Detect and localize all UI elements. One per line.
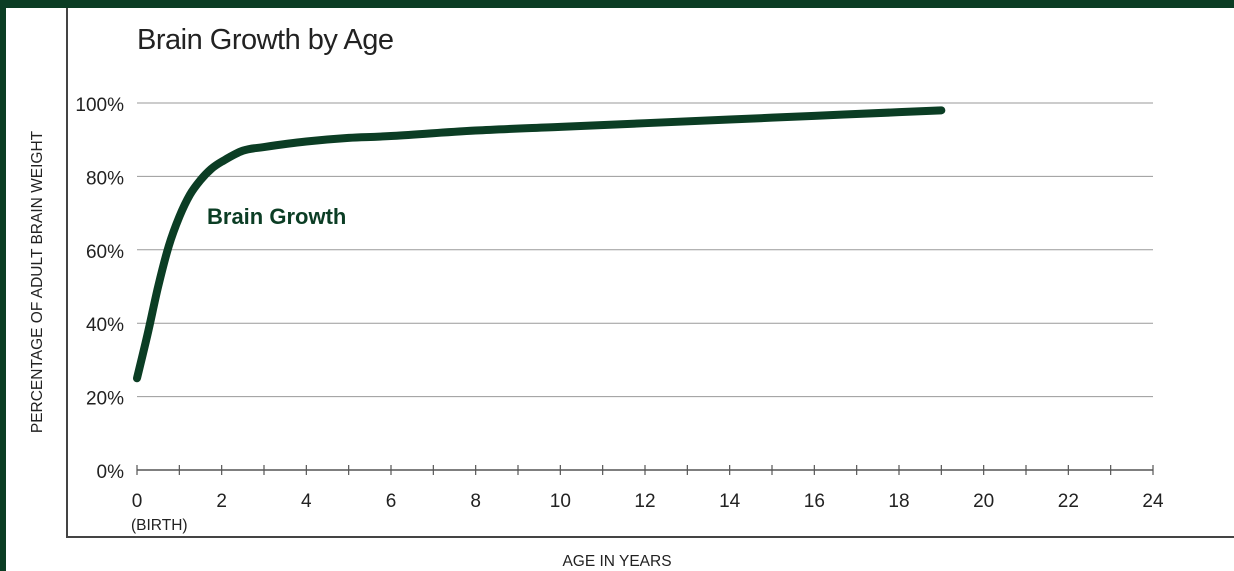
x-tick-label: 10 xyxy=(550,491,571,512)
y-tick-label: 80% xyxy=(86,168,124,189)
y-tick-label: 0% xyxy=(97,462,125,483)
x-tick-label: 24 xyxy=(1142,491,1164,512)
x-tick-label: 8 xyxy=(470,491,481,512)
x-tick-label: 2 xyxy=(216,491,227,512)
top-accent-bar xyxy=(0,0,1234,8)
y-tick-label: 20% xyxy=(86,389,124,410)
x-tick-label: 18 xyxy=(888,491,909,512)
plot-frame xyxy=(66,8,1234,538)
x-tick-label: 6 xyxy=(386,491,397,512)
left-accent-border xyxy=(0,0,6,571)
x-tick-label: 16 xyxy=(804,491,825,512)
x-tick-sublabel-birth: (BIRTH) xyxy=(131,517,188,534)
series-label-brain-growth: Brain Growth xyxy=(207,204,346,229)
x-tick-label: 12 xyxy=(634,491,655,512)
y-tick-label: 100% xyxy=(75,95,124,116)
chart-title: Brain Growth by Age xyxy=(137,24,394,56)
y-tick-label: 60% xyxy=(86,242,124,263)
x-tick-label: 0 xyxy=(132,491,143,512)
x-tick-label: 22 xyxy=(1058,491,1079,512)
series-line-brain-growth xyxy=(133,106,946,383)
x-tick-label: 14 xyxy=(719,491,741,512)
x-tick-label: 20 xyxy=(973,491,994,512)
x-tick-label: 4 xyxy=(301,491,312,512)
y-tick-label: 40% xyxy=(86,315,124,336)
x-axis-label: AGE IN YEARS xyxy=(562,553,672,570)
